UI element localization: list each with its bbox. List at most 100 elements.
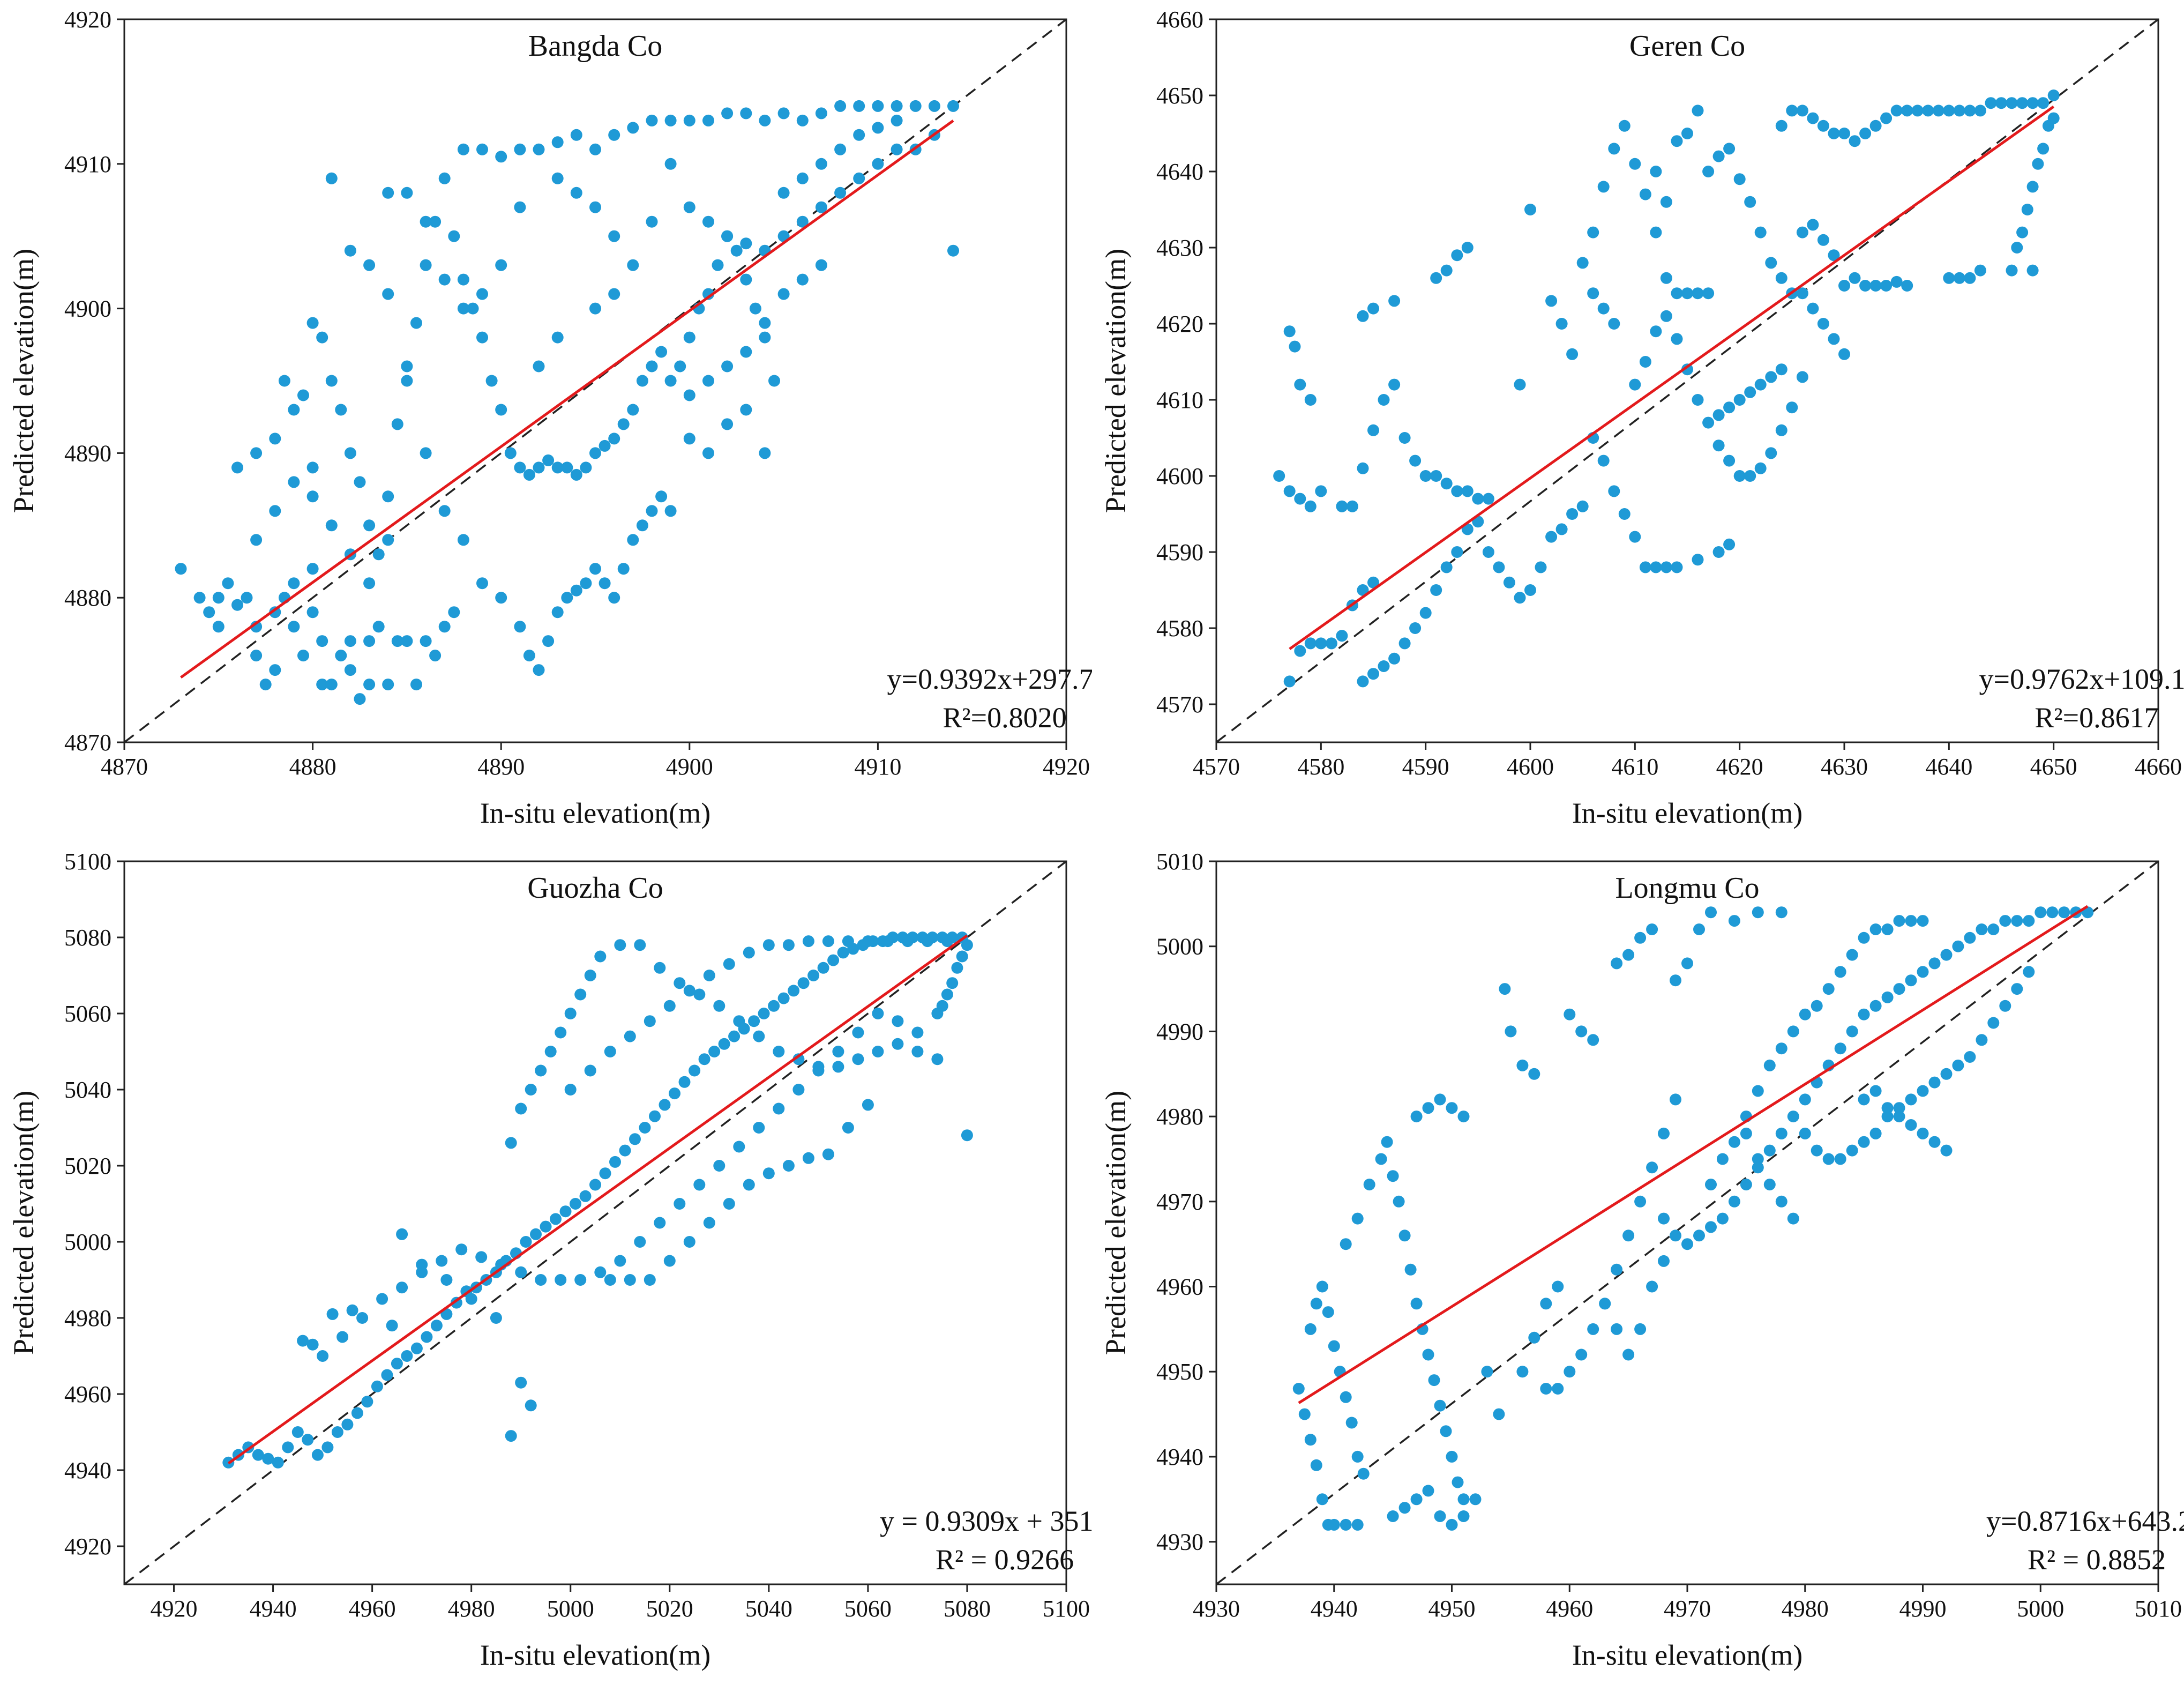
data-point xyxy=(1859,280,1872,292)
x-tick-label: 4910 xyxy=(854,754,901,780)
data-point xyxy=(1834,1153,1846,1165)
data-point xyxy=(1576,257,1589,269)
data-point xyxy=(533,143,545,155)
regression-line xyxy=(1298,905,2089,1404)
data-point xyxy=(410,317,422,329)
data-point xyxy=(1340,1518,1352,1531)
data-point xyxy=(1712,409,1725,421)
y-tick-label: 4600 xyxy=(1156,463,1203,489)
data-point xyxy=(678,1076,691,1088)
data-point xyxy=(570,187,582,199)
data-point xyxy=(376,1293,388,1305)
data-point xyxy=(1451,249,1463,262)
data-point xyxy=(1869,1127,1882,1139)
data-point xyxy=(361,1396,373,1408)
data-point xyxy=(1775,906,1787,919)
data-point xyxy=(1752,906,1764,919)
data-point xyxy=(1693,923,1705,935)
data-point xyxy=(646,505,658,517)
data-point xyxy=(1716,1153,1729,1165)
x-tick-label: 4900 xyxy=(666,754,713,780)
data-point xyxy=(1775,120,1787,132)
data-point xyxy=(608,592,620,604)
data-point xyxy=(1587,1034,1599,1046)
x-tick-label: 5100 xyxy=(1043,1596,1090,1622)
data-point xyxy=(1499,983,1511,995)
data-point xyxy=(231,461,243,474)
data-point xyxy=(1634,932,1647,944)
data-point xyxy=(852,1026,864,1039)
data-point xyxy=(1404,1263,1417,1276)
data-point xyxy=(1723,454,1736,467)
data-point xyxy=(1552,1280,1564,1293)
data-point xyxy=(381,1369,393,1381)
data-point xyxy=(1545,295,1558,307)
data-point xyxy=(1940,949,1953,961)
data-point xyxy=(901,935,914,948)
data-point xyxy=(1911,105,1924,117)
data-point xyxy=(743,1179,755,1191)
data-point xyxy=(363,577,376,590)
data-point xyxy=(1671,561,1683,573)
data-point xyxy=(1681,128,1693,139)
data-point xyxy=(674,1198,686,1210)
data-point xyxy=(1597,454,1610,467)
data-point xyxy=(533,360,545,372)
data-point xyxy=(436,1255,448,1267)
data-point xyxy=(1838,348,1850,360)
data-point xyxy=(664,114,677,126)
data-point xyxy=(1540,1298,1552,1310)
x-tick-label: 4960 xyxy=(1546,1596,1593,1622)
data-point xyxy=(931,1008,944,1019)
data-point xyxy=(636,375,648,387)
data-point xyxy=(514,461,526,474)
data-point xyxy=(1316,1493,1328,1506)
data-point xyxy=(1564,1366,1576,1378)
y-tick-label: 4960 xyxy=(64,1381,111,1407)
data-point xyxy=(892,1038,904,1050)
data-point xyxy=(1387,1510,1399,1522)
data-point xyxy=(1393,1195,1405,1208)
data-point xyxy=(629,1133,641,1145)
data-point xyxy=(252,1449,264,1461)
data-point xyxy=(1289,340,1301,353)
data-point xyxy=(862,935,874,948)
data-point xyxy=(269,606,281,619)
data-point xyxy=(909,100,922,112)
data-point xyxy=(1597,181,1610,193)
data-point xyxy=(325,172,338,184)
data-point xyxy=(594,1266,607,1278)
data-point xyxy=(872,1046,884,1057)
data-point xyxy=(1325,637,1337,650)
y-tick-label: 4580 xyxy=(1156,615,1203,642)
data-point xyxy=(311,1449,324,1461)
data-point xyxy=(1422,1348,1434,1361)
data-point xyxy=(288,577,300,590)
data-point xyxy=(1822,1153,1835,1165)
data-point xyxy=(703,1217,715,1229)
data-point xyxy=(740,107,752,120)
data-point xyxy=(1765,447,1777,459)
data-point xyxy=(1901,280,1913,292)
data-point xyxy=(721,418,734,430)
data-point xyxy=(594,950,607,963)
data-point xyxy=(733,1141,745,1153)
data-point xyxy=(1880,280,1893,292)
data-point xyxy=(1419,470,1432,482)
data-point xyxy=(495,151,507,163)
data-point xyxy=(2026,97,2039,109)
data-point xyxy=(1881,1111,1894,1123)
x-tick-label: 4600 xyxy=(1507,754,1554,780)
data-point xyxy=(1838,280,1850,292)
data-point xyxy=(946,977,959,989)
data-point xyxy=(269,505,281,517)
data-point xyxy=(1901,105,1913,117)
data-point xyxy=(2016,226,2029,239)
data-point xyxy=(853,129,865,141)
data-point xyxy=(1974,105,1986,117)
data-point xyxy=(2058,906,2070,919)
x-tick-label: 5040 xyxy=(745,1596,792,1622)
data-point xyxy=(815,158,827,170)
data-point xyxy=(1787,1025,1799,1038)
x-tick-label: 4610 xyxy=(1611,754,1658,780)
